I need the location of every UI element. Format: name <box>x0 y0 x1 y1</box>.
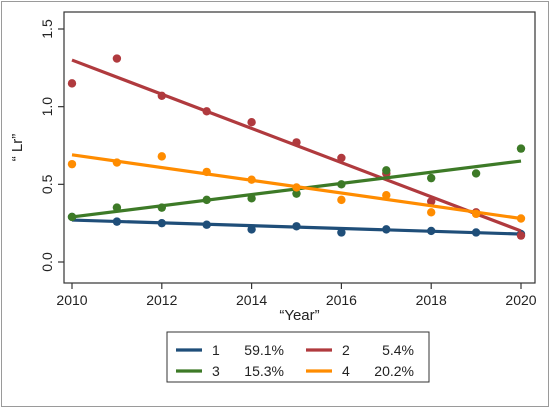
data-point <box>292 189 301 198</box>
x-axis-title: “Year” <box>279 307 319 324</box>
data-point <box>112 54 122 63</box>
legend-series-name: 3 <box>212 363 220 379</box>
x-tick-label: 2016 <box>326 292 357 308</box>
legend-series-name: 4 <box>342 363 350 379</box>
data-point <box>247 118 256 127</box>
data-point <box>382 166 391 175</box>
data-point <box>337 153 346 163</box>
legend-series-name: 2 <box>342 342 350 358</box>
chart-marks <box>67 54 526 240</box>
y-tick-label: 0.5 <box>39 174 55 194</box>
legend-box <box>166 331 430 383</box>
fit-line <box>71 218 522 236</box>
legend-series-share: 59.1% <box>244 342 284 358</box>
x-tick-label: 2010 <box>56 292 87 308</box>
y-tick-label: 1.5 <box>39 19 55 39</box>
legend-series-name: 1 <box>212 342 220 358</box>
legend-series-share: 20.2% <box>374 363 414 379</box>
x-tick-label: 2012 <box>146 292 177 308</box>
data-point <box>382 191 391 200</box>
series-1 <box>67 212 526 239</box>
data-point <box>516 144 526 153</box>
y-tick-label: 0.0 <box>39 252 55 272</box>
y-tick-label: 1.0 <box>39 97 55 117</box>
y-axis-title: “ Lr” <box>9 134 26 162</box>
series-4 <box>67 152 526 223</box>
data-point <box>516 231 526 240</box>
legend: 1 59.1% 2 5.4% 3 15.3% 4 20.2% <box>166 331 430 383</box>
fit-line <box>71 153 522 221</box>
data-point <box>427 208 436 217</box>
data-point <box>427 173 436 183</box>
data-point <box>427 197 436 206</box>
legend-series-share: 15.3% <box>244 363 284 379</box>
data-point <box>157 152 166 161</box>
fit-line <box>71 58 522 233</box>
data-point <box>337 228 346 237</box>
data-point <box>67 159 77 169</box>
x-tick-label: 2014 <box>236 292 267 308</box>
x-tick-label: 2020 <box>505 292 536 308</box>
data-point <box>471 169 481 178</box>
x-tick-label: 2018 <box>416 292 447 308</box>
data-point <box>337 195 346 205</box>
series-2 <box>67 54 526 240</box>
data-point <box>67 79 77 88</box>
legend-series-share: 5.4% <box>382 342 414 358</box>
